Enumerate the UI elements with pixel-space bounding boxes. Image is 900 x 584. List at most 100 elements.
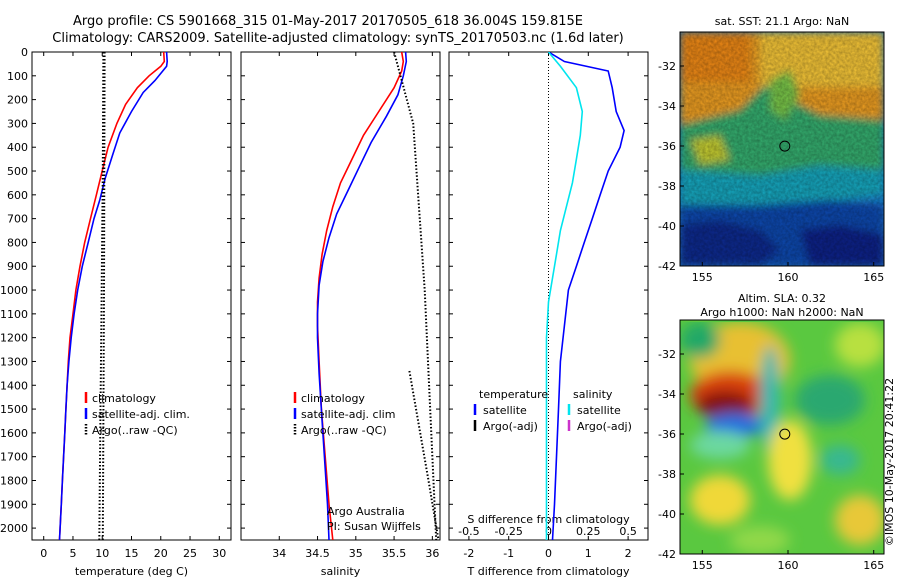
difference-x-tick-label: 1 — [585, 547, 592, 560]
sst-map-argo-marker — [779, 140, 791, 152]
difference-s-tick-label: 0.25 — [576, 525, 601, 538]
difference-x-tick-label: 2 — [625, 547, 632, 560]
map-lat-label: -34 — [658, 388, 676, 401]
temperature-x-tick-label: 20 — [154, 547, 168, 560]
depth-tick-label: 1900 — [0, 498, 28, 511]
sla-map-title-line2: Argo h1000: NaN h2000: NaN — [700, 306, 863, 319]
map-lat-label: -40 — [658, 220, 676, 233]
salinity-x-tick-label: 36 — [425, 547, 439, 560]
temperature-legend-label: climatology — [92, 392, 156, 405]
difference-legend-label: satellite — [577, 404, 621, 417]
sla-map-title-line1: Altim. SLA: 0.32 — [738, 292, 826, 305]
depth-tick-label: 100 — [7, 70, 28, 83]
temperature-x-tick-label: 10 — [95, 547, 109, 560]
map-lat-label: -36 — [658, 428, 676, 441]
difference-x2-label: S difference from climatology — [467, 513, 630, 526]
difference-x-label: T difference from climatology — [467, 565, 630, 578]
sst-map: sat. SST: 21.1 Argo: NaN — [658, 15, 885, 284]
depth-tick-label: 1100 — [0, 308, 28, 321]
temperature-x-tick-label: 5 — [69, 547, 76, 560]
temperature-plot-frame — [31, 51, 232, 541]
salinity-x-tick-label: 34 — [272, 547, 286, 560]
depth-tick-label: 1800 — [0, 474, 28, 487]
temperature-legend-label: satellite-adj. clim. — [92, 408, 190, 421]
salinity-x-label: salinity — [321, 565, 361, 578]
difference-x-tick-label: -2 — [463, 547, 474, 560]
map-lon-label: 160 — [778, 559, 799, 572]
difference-legend-label: temperature — [479, 388, 548, 401]
map-lat-label: -34 — [658, 100, 676, 113]
temperature-x-tick-label: 30 — [212, 547, 226, 560]
temperature-x-tick-label: 15 — [125, 547, 139, 560]
temperature-x-tick-label: 0 — [40, 547, 47, 560]
sla-map-argo-marker — [779, 428, 791, 440]
depth-tick-label: 1200 — [0, 332, 28, 345]
salinity-profile-chart: 34 34.5 35 35.5 36 salinity climatology satelli… — [240, 51, 441, 578]
temperature-series-line — [58, 52, 169, 540]
difference-s-tick-label: -0.5 — [458, 525, 479, 538]
depth-tick-label: 2000 — [0, 522, 28, 535]
difference-series-line — [545, 52, 584, 540]
salinity-annotation: Argo Australia — [327, 505, 405, 518]
sla-map: Altim. SLA: 0.32 Argo h1000: NaN h2000: … — [658, 292, 885, 572]
difference-legend-label: Argo(-adj) — [483, 420, 538, 433]
difference-series-line — [548, 52, 625, 540]
map-lon-label: 160 — [778, 271, 799, 284]
imos-stamp: ©IMOS 10-May-2017 20:41:22 — [883, 378, 896, 546]
difference-legend-label: Argo(-adj) — [577, 420, 632, 433]
salinity-x-tick-label: 35 — [349, 547, 363, 560]
map-lat-label: -42 — [658, 548, 676, 561]
difference-s-tick-label: -0.25 — [494, 525, 522, 538]
depth-tick-label: 900 — [7, 260, 28, 273]
temperature-series-line — [101, 52, 106, 540]
depth-tick-label: 1400 — [0, 379, 28, 392]
depth-tick-label: 500 — [7, 165, 28, 178]
depth-tick-label: 0 — [21, 46, 28, 59]
temperature-profile-chart: 0 5 10 15 20 25 30 temperature (deg C) 0 100 200 30… — [0, 46, 232, 578]
salinity-series-line — [408, 370, 440, 540]
map-lon-label: 165 — [863, 559, 884, 572]
sst-map-image — [680, 32, 884, 266]
figure-title-line2: Climatology: CARS2009. Satellite-adjuste… — [52, 31, 624, 46]
map-lat-label: -32 — [658, 60, 676, 73]
depth-tick-label: 300 — [7, 117, 28, 130]
salinity-legend-label: satellite-adj. clim — [301, 408, 395, 421]
difference-x-tick-label: -1 — [503, 547, 514, 560]
sla-map-image — [680, 320, 884, 554]
map-lat-label: -38 — [658, 180, 676, 193]
difference-x-tick-label: 0 — [545, 547, 552, 560]
depth-tick-label: 800 — [7, 236, 28, 249]
temperature-series-line — [98, 52, 105, 540]
map-lat-label: -36 — [658, 140, 676, 153]
difference-legend-label: salinity — [573, 388, 613, 401]
sst-map-title: sat. SST: 21.1 Argo: NaN — [715, 15, 849, 28]
map-lon-label: 155 — [692, 271, 713, 284]
depth-tick-label: 200 — [7, 94, 28, 107]
map-lat-label: -40 — [658, 508, 676, 521]
temperature-x-tick-label: 25 — [183, 547, 197, 560]
map-lat-label: -38 — [658, 468, 676, 481]
depth-tick-label: 600 — [7, 189, 28, 202]
map-lon-label: 165 — [863, 271, 884, 284]
salinity-x-tick-label: 34.5 — [305, 547, 330, 560]
map-lat-label: -32 — [658, 348, 676, 361]
temperature-legend-label: Argo(..raw -QC) — [92, 424, 178, 437]
salinity-annotation: PI: Susan Wijffels — [327, 520, 421, 533]
difference-s-tick-label: 0 — [545, 525, 552, 538]
salinity-series-line — [316, 52, 408, 540]
depth-tick-label: 1500 — [0, 403, 28, 416]
map-lon-label: 155 — [692, 559, 713, 572]
depth-tick-label: 1700 — [0, 451, 28, 464]
depth-tick-label: 700 — [7, 213, 28, 226]
difference-s-tick-label: 0.5 — [619, 525, 637, 538]
depth-tick-label: 1300 — [0, 355, 28, 368]
difference-legend-label: satellite — [483, 404, 527, 417]
difference-profile-chart: -2 -1 0 1 2 -0.5 -0.25 0 0.25 0.5S difference fro… — [448, 51, 649, 578]
salinity-x-tick-label: 35.5 — [382, 547, 407, 560]
depth-tick-label: 1600 — [0, 427, 28, 440]
figure-title-line1: Argo profile: CS 5901668_315 01-May-2017… — [73, 14, 583, 29]
depth-tick-label: 400 — [7, 141, 28, 154]
depth-tick-label: 1000 — [0, 284, 28, 297]
